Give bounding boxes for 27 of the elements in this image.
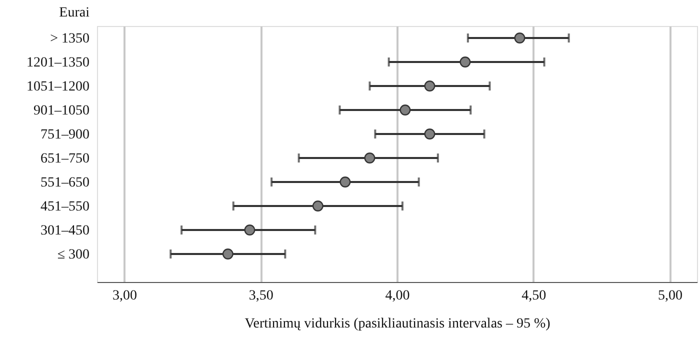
point: [400, 104, 411, 116]
x-tick-label: 4,00: [385, 288, 410, 304]
y-tick-label: 551–650: [40, 176, 90, 191]
x-tick-label: 3,00: [112, 288, 138, 304]
y-tick-label: ≤ 300: [57, 248, 90, 263]
x-tick-label: 4,50: [522, 288, 546, 304]
point: [364, 152, 376, 164]
y-tick-label: 451–550: [40, 200, 90, 215]
y-tick-label: 651–750: [40, 152, 90, 167]
y-tick-label: 1051–1200: [26, 80, 90, 94]
x-axis-title: Vertinimų vidurkis (pasikliautinasis intervalas – 95 %): [244, 316, 551, 332]
point: [340, 176, 351, 188]
y-tick-label: 901–1050: [34, 104, 90, 118]
y-tick-label: > 1350: [50, 31, 90, 46]
y-tick-label: 301–450: [40, 224, 90, 239]
point: [460, 56, 471, 68]
y-tick-label: 751–900: [40, 128, 90, 142]
y-axis-title: Eurai: [59, 6, 90, 20]
point: [514, 32, 526, 44]
y-tick-label: 1201–1350: [26, 55, 90, 70]
x-tick-label: 5,00: [658, 288, 682, 304]
point: [244, 224, 256, 236]
point: [312, 200, 324, 212]
x-tick-label: 3,50: [248, 288, 274, 304]
point: [424, 128, 436, 140]
point: [424, 80, 436, 92]
point: [222, 248, 234, 260]
